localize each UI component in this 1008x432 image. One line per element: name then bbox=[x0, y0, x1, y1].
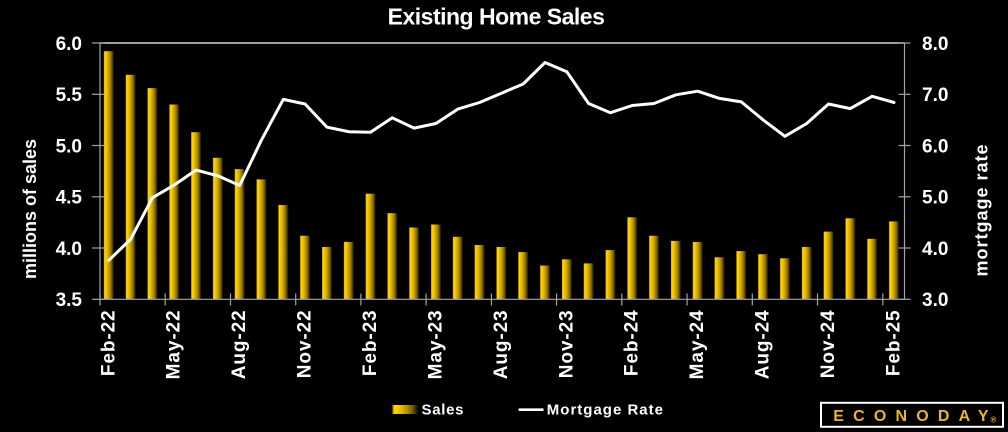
svg-text:May-24: May-24 bbox=[687, 310, 708, 380]
svg-text:Feb-25: Feb-25 bbox=[884, 310, 905, 377]
svg-text:Feb-24: Feb-24 bbox=[622, 310, 643, 377]
svg-text:7.0: 7.0 bbox=[922, 85, 948, 106]
svg-text:6.0: 6.0 bbox=[56, 34, 82, 55]
svg-text:6.0: 6.0 bbox=[922, 136, 948, 157]
svg-text:3.5: 3.5 bbox=[56, 290, 83, 311]
svg-text:Nov-23: Nov-23 bbox=[556, 310, 577, 379]
svg-text:ECONODAY: ECONODAY bbox=[833, 408, 998, 425]
svg-text:4.5: 4.5 bbox=[56, 188, 83, 209]
svg-text:Aug-24: Aug-24 bbox=[753, 310, 774, 380]
svg-text:millions of sales: millions of sales bbox=[20, 139, 40, 279]
svg-text:4.0: 4.0 bbox=[922, 239, 948, 260]
svg-text:Sales: Sales bbox=[422, 401, 465, 418]
svg-text:Feb-22: Feb-22 bbox=[98, 310, 119, 377]
svg-text:8.0: 8.0 bbox=[922, 34, 948, 55]
svg-text:4.0: 4.0 bbox=[56, 239, 82, 260]
svg-text:3.0: 3.0 bbox=[922, 290, 948, 311]
svg-text:mortgage rate: mortgage rate bbox=[972, 143, 992, 276]
svg-text:Feb-23: Feb-23 bbox=[360, 310, 381, 377]
svg-text:Aug-23: Aug-23 bbox=[491, 310, 512, 380]
svg-text:May-23: May-23 bbox=[425, 310, 446, 380]
svg-text:Nov-24: Nov-24 bbox=[818, 310, 839, 379]
svg-text:5.0: 5.0 bbox=[56, 136, 82, 157]
svg-text:Mortgage Rate: Mortgage Rate bbox=[547, 401, 664, 418]
svg-text:5.5: 5.5 bbox=[56, 85, 83, 106]
svg-text:Nov-22: Nov-22 bbox=[295, 310, 316, 379]
svg-text:®: ® bbox=[991, 416, 997, 425]
svg-text:May-22: May-22 bbox=[164, 310, 185, 380]
svg-text:5.0: 5.0 bbox=[922, 188, 948, 209]
svg-text:Existing Home Sales: Existing Home Sales bbox=[388, 4, 605, 30]
svg-text:Aug-22: Aug-22 bbox=[229, 310, 250, 380]
